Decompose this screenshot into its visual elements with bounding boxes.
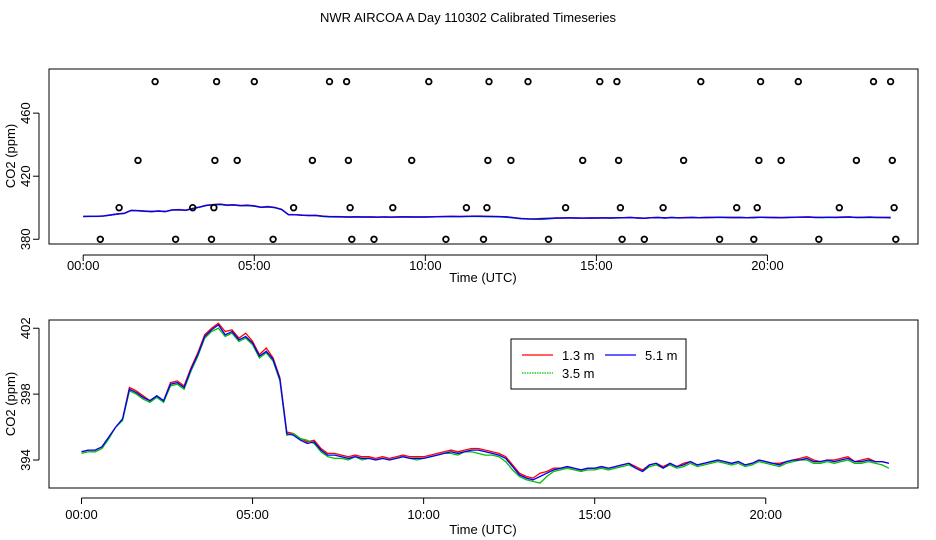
calibration-point xyxy=(134,156,142,165)
calibration-point xyxy=(250,77,258,86)
calibration-point xyxy=(442,235,450,243)
calibration-point xyxy=(756,77,765,86)
calibration-point xyxy=(96,235,104,243)
calibration-point xyxy=(269,235,277,243)
calibration-point xyxy=(561,203,570,212)
calibration-point xyxy=(207,235,216,243)
top-panel: 00:00 05:00 10:00 15:00 20:00 380 420 460 Time … xyxy=(3,68,919,285)
series-line-5-1-m xyxy=(81,323,890,481)
calibration-point xyxy=(389,203,397,212)
calibration-point xyxy=(233,156,241,165)
calibration-point xyxy=(210,203,218,212)
calibration-point xyxy=(544,235,553,243)
calibration-point xyxy=(211,156,219,165)
calibration-point xyxy=(308,156,317,165)
calibration-point xyxy=(115,203,123,212)
top-series-lines xyxy=(83,203,891,221)
top-axes: 00:00 05:00 10:00 15:00 20:00 380 420 460 xyxy=(18,102,784,273)
calibration-point xyxy=(794,77,802,86)
calibration-point xyxy=(171,235,180,243)
calibration-point xyxy=(815,235,823,243)
calibration-point xyxy=(289,203,298,212)
legend: 1.3 m 5.1 m 3.5 m xyxy=(510,338,687,390)
bottom-x-tick-label: 05:00 xyxy=(236,507,269,522)
top-line-5-1-m xyxy=(83,203,891,220)
top-x-tick-label: 05:00 xyxy=(238,258,271,273)
calibration-point xyxy=(346,203,354,212)
legend-label-3-5m: 3.5 m xyxy=(562,366,595,381)
bottom-series-lines xyxy=(81,322,890,484)
bottom-y-axis-label: CO2 (ppm) xyxy=(3,372,18,436)
top-y-tick-label: 380 xyxy=(18,228,33,250)
calibration-point xyxy=(524,77,532,86)
bottom-x-tick-label: 10:00 xyxy=(407,507,440,522)
bottom-panel: 00:00 05:00 10:00 15:00 20:00 394 398 402 1.3 m… xyxy=(3,317,919,537)
calibration-point xyxy=(869,77,878,86)
calibration-point xyxy=(852,156,861,165)
calibration-point xyxy=(640,235,648,243)
calibration-point xyxy=(679,156,688,165)
legend-box xyxy=(510,338,687,390)
calibration-point xyxy=(614,156,623,165)
calibration-point xyxy=(348,235,356,243)
top-y-tick-label: 460 xyxy=(18,102,33,124)
top-x-tick-label: 15:00 xyxy=(580,258,613,273)
calibration-point xyxy=(212,77,221,86)
bottom-plot-frame xyxy=(48,319,919,489)
bottom-y-tick-label: 402 xyxy=(18,317,33,339)
legend-label-1-3m: 1.3 m xyxy=(562,348,595,363)
calibration-point xyxy=(342,77,351,86)
top-x-tick-label: 00:00 xyxy=(67,258,100,273)
calibration-point xyxy=(613,77,621,86)
calibration-point xyxy=(479,235,488,243)
top-x-tick-label: 10:00 xyxy=(409,258,442,273)
calibration-point xyxy=(579,156,587,165)
calibration-point xyxy=(408,156,416,165)
calibration-point xyxy=(777,156,785,165)
top-x-axis-label: Time (UTC) xyxy=(449,270,516,285)
calibration-point xyxy=(596,77,604,86)
top-plot-frame xyxy=(48,68,919,245)
bottom-axes: 00:00 05:00 10:00 15:00 20:00 394 398 402 xyxy=(18,317,782,522)
bottom-y-tick-label: 394 xyxy=(18,449,33,471)
bottom-x-tick-label: 00:00 xyxy=(65,507,98,522)
calibration-point xyxy=(507,156,515,165)
calibration-point xyxy=(733,203,741,212)
bottom-x-axis-label: Time (UTC) xyxy=(449,522,516,537)
calibration-point xyxy=(715,235,724,243)
bottom-x-tick-label: 15:00 xyxy=(578,507,611,522)
calibration-point xyxy=(370,235,378,243)
calibration-point xyxy=(835,203,843,212)
series-line-3-5-m xyxy=(81,327,890,484)
calibration-point xyxy=(485,77,493,86)
figure-title: NWR AIRCOA A Day 110302 Calibrated Times… xyxy=(320,10,616,25)
calibration-point xyxy=(659,203,667,212)
top-y-axis-label: CO2 (ppm) xyxy=(3,124,18,188)
calibration-point xyxy=(425,77,433,86)
calibration-point xyxy=(618,235,626,243)
top-y-tick-label: 420 xyxy=(18,165,33,187)
calibration-point xyxy=(755,156,763,165)
calibration-point xyxy=(616,203,625,212)
calibration-point xyxy=(892,235,900,243)
calibration-point xyxy=(462,203,471,212)
top-calibration-points xyxy=(96,77,900,243)
calibration-point xyxy=(344,156,353,165)
bottom-y-tick-label: 398 xyxy=(18,383,33,405)
calibration-point xyxy=(151,77,159,86)
calibration-point xyxy=(886,77,895,86)
calibration-point xyxy=(890,203,898,212)
top-x-tick-label: 20:00 xyxy=(751,258,784,273)
calibration-point xyxy=(484,156,492,165)
legend-label-5-1m: 5.1 m xyxy=(645,348,678,363)
calibration-point xyxy=(325,77,334,86)
calibration-point xyxy=(697,77,705,86)
calibration-point xyxy=(888,156,896,165)
calibration-point xyxy=(483,203,491,212)
calibration-point xyxy=(753,203,761,212)
calibration-point xyxy=(188,203,197,212)
calibration-point xyxy=(750,235,758,243)
bottom-x-tick-label: 20:00 xyxy=(749,507,782,522)
